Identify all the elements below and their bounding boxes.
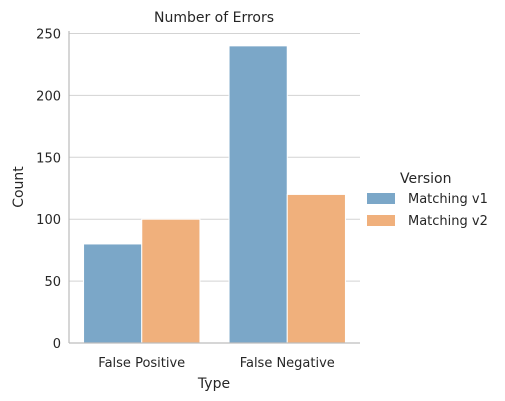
y-tick-label: 150 xyxy=(36,151,61,166)
chart-title: Number of Errors xyxy=(154,10,274,26)
legend-label: Matching v1 xyxy=(408,192,488,207)
legend-label: Matching v2 xyxy=(408,214,488,229)
bar-matching-v1 xyxy=(228,45,288,344)
x-tick-label: False Positive xyxy=(98,356,185,371)
bar-matching-v1 xyxy=(83,243,143,344)
legend-swatch xyxy=(367,215,395,226)
legend-swatch xyxy=(367,193,395,204)
y-tick-labels: 0 50 100 150 200 250 xyxy=(36,27,61,352)
legend-items: Matching v1 Matching v2 xyxy=(367,192,488,229)
y-tick-label: 250 xyxy=(36,27,61,42)
y-tick-label: 200 xyxy=(36,89,61,104)
x-tick-label: False Negative xyxy=(240,356,335,371)
legend-title: Version xyxy=(400,171,451,187)
bar-matching-v2 xyxy=(286,193,346,344)
y-tick-label: 0 xyxy=(53,337,61,352)
legend: Version Matching v1 Matching v2 xyxy=(367,171,488,229)
y-tick-label: 50 xyxy=(44,275,61,290)
x-tick-labels: False Positive False Negative xyxy=(98,356,335,371)
axes xyxy=(68,31,360,344)
bar-matching-v2 xyxy=(141,218,201,344)
x-axis-label: Type xyxy=(197,376,230,392)
y-tick-label: 100 xyxy=(36,213,61,228)
bar-group xyxy=(83,45,346,344)
y-axis-label: Count xyxy=(11,166,27,208)
